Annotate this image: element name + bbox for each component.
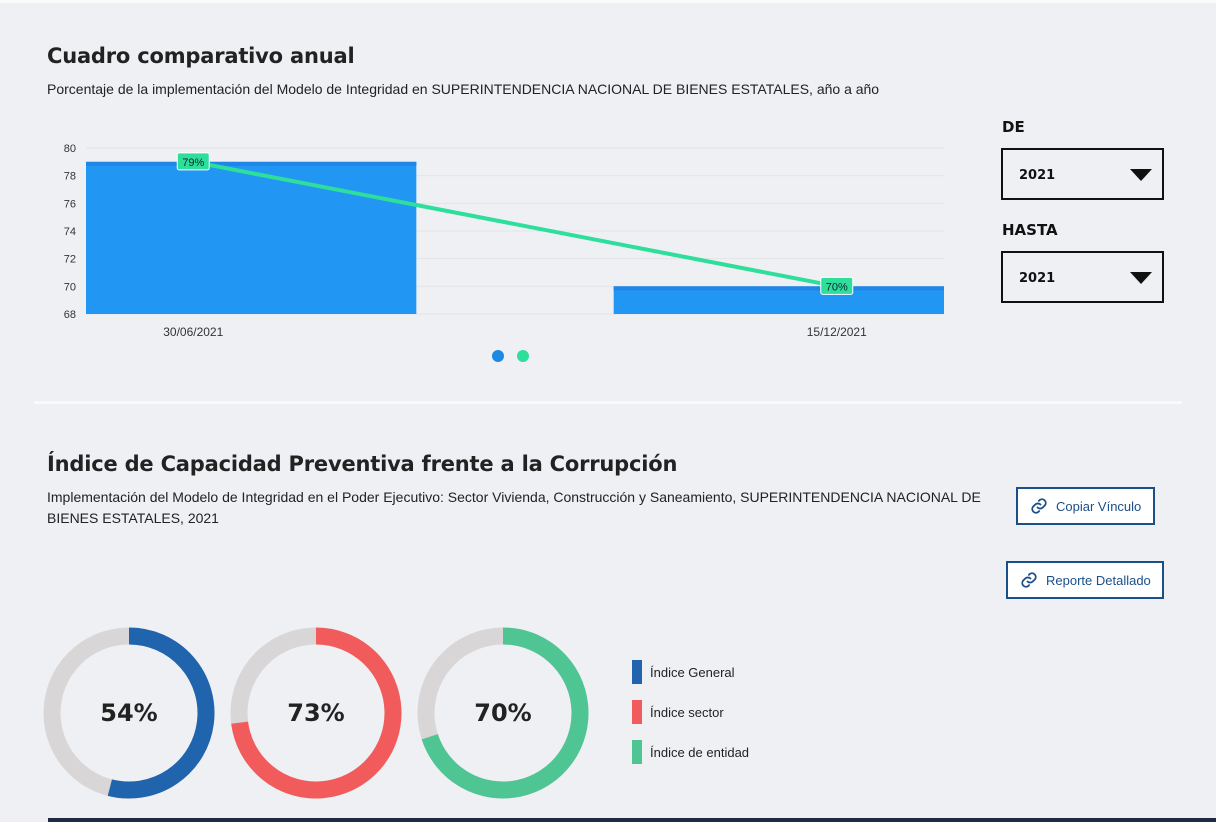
- donut-sector: 73%: [229, 626, 403, 800]
- from-year-select[interactable]: 2021: [1001, 148, 1164, 200]
- legend-item-sector: Índice sector: [632, 700, 724, 724]
- bar: [86, 161, 417, 314]
- donut-entidad: 70%: [416, 626, 590, 800]
- comparativo-subtitle: Porcentaje de la implementación del Mode…: [47, 81, 880, 97]
- x-tick-label: 30/06/2021: [163, 325, 223, 339]
- donut-general: 54%: [42, 626, 216, 800]
- pager-dot: [517, 350, 529, 362]
- donut-entidad-value: 70%: [474, 699, 532, 727]
- link-icon: [1031, 498, 1047, 514]
- to-label: HASTA: [1002, 221, 1058, 239]
- pager-dot: [492, 350, 504, 362]
- to-year-select[interactable]: 2021: [1001, 251, 1164, 303]
- indice-subtitle-line2: BIENES ESTATALES, 2021: [47, 510, 219, 526]
- y-tick-label: 78: [64, 171, 76, 183]
- donut-sector-ring: [230, 627, 402, 799]
- comparativo-title: Cuadro comparativo anual: [47, 44, 355, 68]
- bar-cap: [86, 161, 417, 166]
- donut-arc: [231, 627, 402, 799]
- donut-entidad-ring: [417, 627, 589, 799]
- legend-swatch-general: [632, 660, 642, 684]
- legend-item-general: Índice General: [632, 660, 735, 684]
- to-year-value: 2021: [1019, 271, 1056, 286]
- legend-swatch-sector: [632, 700, 642, 724]
- bar-cap: [613, 286, 944, 291]
- legend-label-sector: Índice sector: [650, 704, 724, 720]
- bottom-bar: [48, 818, 1216, 822]
- detailed-report-button[interactable]: Reporte Detallado: [1006, 561, 1164, 599]
- y-tick-label: 70: [64, 281, 76, 293]
- y-tick-label: 76: [64, 198, 76, 210]
- donut-general-value: 54%: [100, 699, 158, 727]
- indice-title: Índice de Capacidad Preventiva frente a …: [47, 452, 678, 476]
- data-label: 70%: [826, 281, 848, 293]
- indice-subtitle: Implementación del Modelo de Integridad …: [47, 487, 981, 529]
- legend-label-general: Índice General: [650, 664, 735, 680]
- legend-item-entidad: Índice de entidad: [632, 740, 749, 764]
- copy-link-button[interactable]: Copiar Vínculo: [1016, 487, 1155, 525]
- top-strip: [0, 0, 1216, 3]
- donut-sector-value: 73%: [287, 699, 345, 727]
- link-icon: [1021, 572, 1037, 588]
- x-tick-label: 15/12/2021: [807, 325, 867, 339]
- y-tick-label: 68: [64, 309, 76, 321]
- copy-link-label: Copiar Vínculo: [1056, 498, 1142, 514]
- y-tick-label: 74: [64, 226, 76, 238]
- bar: [613, 286, 944, 314]
- comparativo-chart: 68 70 72 74 76 78 80 30/06/2021 15/12/2021 79% 70%: [64, 143, 944, 362]
- indice-subtitle-line1: Implementación del Modelo de Integridad …: [47, 489, 981, 505]
- data-label-box: [820, 276, 854, 295]
- trend-line: [192, 159, 838, 289]
- caret-down-icon: [1130, 272, 1152, 284]
- caret-down-icon: [1130, 169, 1152, 181]
- detailed-report-label: Reporte Detallado: [1046, 572, 1151, 588]
- y-tick-label: 80: [64, 143, 76, 155]
- donut-arc: [107, 627, 215, 799]
- donut-arc: [421, 627, 589, 799]
- y-tick-label: 72: [64, 254, 76, 266]
- legend-label-entidad: Índice de entidad: [650, 744, 750, 760]
- from-label: DE: [1002, 118, 1025, 136]
- from-year-value: 2021: [1019, 168, 1056, 183]
- legend-swatch-entidad: [632, 740, 642, 764]
- data-label: 79%: [182, 157, 204, 169]
- section-divider: [34, 401, 1182, 404]
- donut-general-ring: [43, 627, 215, 799]
- data-label-box: [176, 152, 210, 171]
